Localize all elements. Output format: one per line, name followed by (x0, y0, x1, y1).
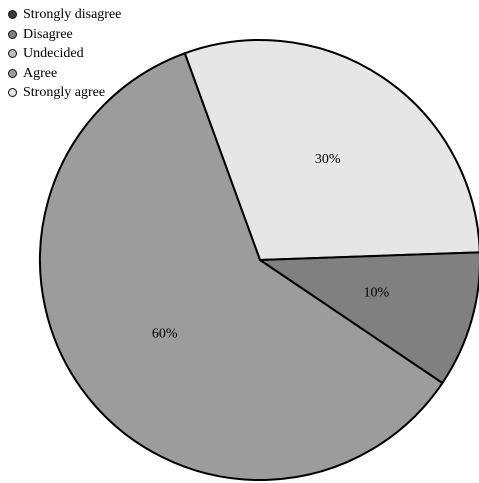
legend-swatch-undecided (8, 49, 17, 59)
legend-item-strongly-agree: Strongly agree (8, 83, 121, 103)
slice-label-strongly-agree: 30% (315, 152, 341, 167)
legend-label-undecided: Undecided (23, 46, 84, 61)
pie-slice-disagree (259, 251, 479, 385)
legend-swatch-agree (8, 68, 17, 78)
legend-swatch-disagree (8, 29, 17, 39)
legend-item-undecided: Undecided (8, 44, 121, 64)
legend-swatch-strongly-agree (8, 88, 17, 98)
legend-label-strongly-disagree: Strongly disagree (23, 7, 122, 22)
pie-slices (38, 39, 479, 481)
legend-item-disagree: Disagree (8, 25, 121, 45)
legend-label-disagree: Disagree (23, 26, 73, 42)
legend-label-strongly-agree: Strongly agree (23, 85, 106, 100)
legend-swatch-strongly-disagree (8, 10, 17, 20)
legend-label-agree: Agree (23, 65, 58, 81)
legend: Strongly disagree Disagree Undecided Agr… (8, 5, 121, 103)
slice-label-disagree: 10% (363, 286, 389, 301)
legend-item-strongly-disagree: Strongly disagree (8, 5, 121, 25)
pie-slice-labels: 30% 10% 60% (152, 152, 390, 342)
slice-label-agree: 60% (152, 327, 178, 342)
pie-slice-agree (38, 52, 444, 481)
pie-slice-strongly-agree (183, 39, 479, 261)
legend-item-agree: Agree (8, 64, 121, 84)
